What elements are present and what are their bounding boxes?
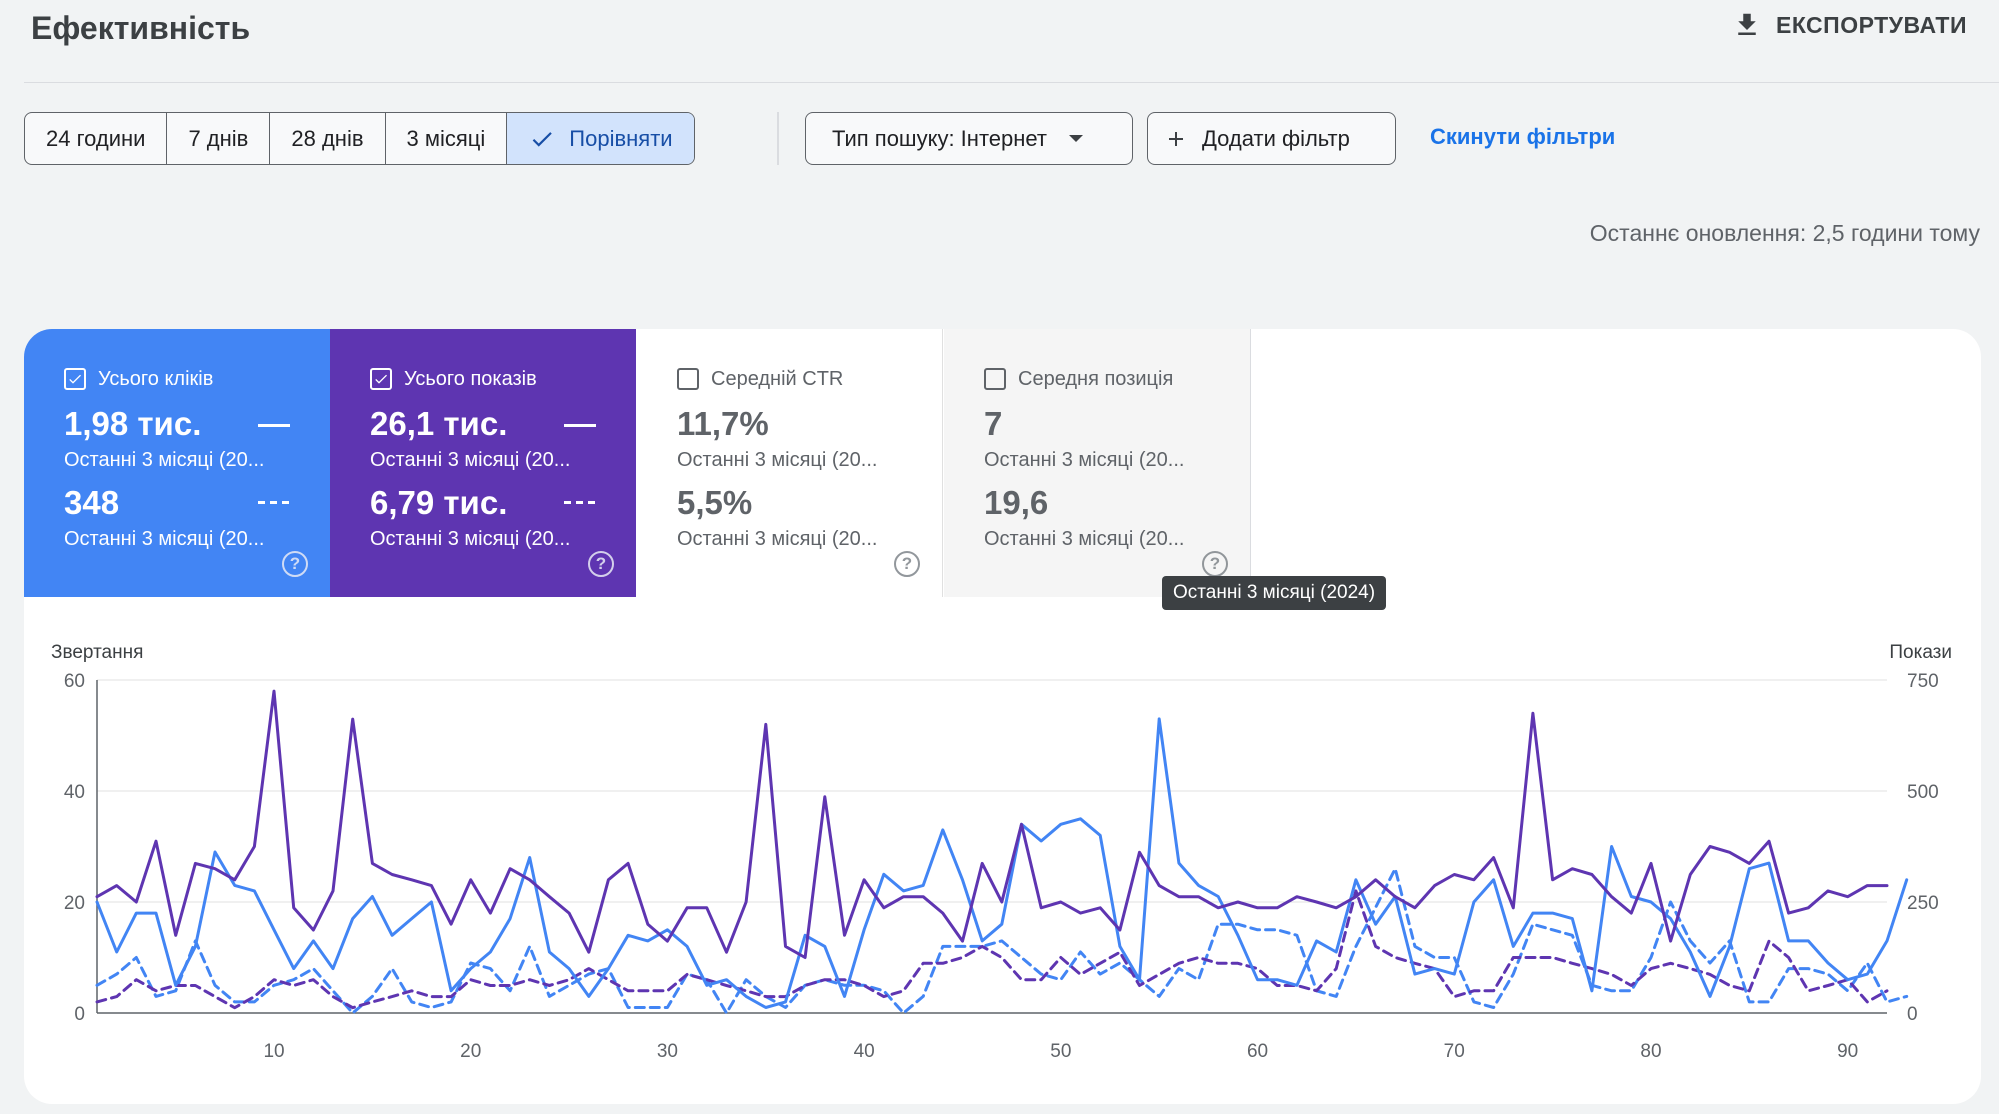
metric-period: Останні 3 місяці (20... xyxy=(64,449,265,471)
export-label: ЕКСПОРТУВАТИ xyxy=(1775,11,1967,38)
metric-label: Усього кліків xyxy=(98,367,214,390)
metric-tile-position[interactable]: Середня позиція 7 Останні 3 місяці (20..… xyxy=(944,329,1251,597)
page-title: Ефективність xyxy=(31,10,251,46)
help-icon[interactable]: ? xyxy=(588,551,614,577)
metric-value: 1,98 тис. xyxy=(64,405,202,442)
range-label: 7 днів xyxy=(188,125,249,151)
search-type-label: Тип пошуку: Інтернет xyxy=(832,125,1047,151)
range-24-hours[interactable]: 24 години xyxy=(25,113,168,164)
metric-label: Середня позиція xyxy=(1018,367,1174,390)
export-button[interactable]: ЕКСПОРТУВАТИ xyxy=(1732,10,1967,40)
range-label: 3 місяці xyxy=(406,125,486,151)
metric-tile-ctr[interactable]: Середній CTR 11,7% Останні 3 місяці (20.… xyxy=(637,329,943,597)
legend-dashed-line-icon xyxy=(564,501,596,504)
range-7-days[interactable]: 7 днів xyxy=(167,113,271,164)
download-icon xyxy=(1738,13,1756,35)
checkbox-checked-icon[interactable] xyxy=(64,368,86,390)
period-tooltip: Останні 3 місяці (2024) xyxy=(1162,576,1387,610)
metric-period-previous: Останні 3 місяці (20... xyxy=(984,528,1185,550)
range-3-months[interactable]: 3 місяці xyxy=(386,113,508,164)
legend-solid-line-icon xyxy=(258,424,290,427)
range-label: 28 днів xyxy=(291,125,364,151)
search-type-dropdown[interactable]: Тип пошуку: Інтернет xyxy=(805,112,1133,165)
metric-period-previous: Останні 3 місяці (20... xyxy=(370,528,571,550)
check-icon xyxy=(532,131,553,147)
metric-period-previous: Останні 3 місяці (20... xyxy=(64,528,265,550)
performance-card: Усього кліків 1,98 тис. Останні 3 місяці… xyxy=(24,329,1981,1104)
legend-dashed-line-icon xyxy=(258,501,290,504)
metric-label: Середній CTR xyxy=(711,367,844,390)
range-28-days[interactable]: 28 днів xyxy=(270,113,386,164)
metric-value: 26,1 тис. xyxy=(370,405,508,442)
add-filter-button[interactable]: Додати фільтр xyxy=(1147,112,1396,165)
metric-period: Останні 3 місяці (20... xyxy=(370,449,571,471)
last-update-text: Останнє оновлення: 2,5 години тому xyxy=(1589,220,1980,246)
plus-icon xyxy=(1169,131,1183,146)
checkbox-unchecked-icon[interactable] xyxy=(677,368,699,390)
range-label: Порівняти xyxy=(569,125,673,151)
metric-tile-impressions[interactable]: Усього показів 26,1 тис. Останні 3 місяц… xyxy=(330,329,636,597)
checkbox-unchecked-icon[interactable] xyxy=(984,368,1006,390)
metric-tile-clicks[interactable]: Усього кліків 1,98 тис. Останні 3 місяці… xyxy=(24,329,330,597)
help-icon[interactable]: ? xyxy=(1202,551,1228,577)
help-icon[interactable]: ? xyxy=(894,551,920,577)
metric-period: Останні 3 місяці (20... xyxy=(984,449,1185,471)
reset-filters-link[interactable]: Скинути фільтри xyxy=(1430,124,1616,149)
add-filter-label: Додати фільтр xyxy=(1202,125,1350,151)
help-icon[interactable]: ? xyxy=(282,551,308,577)
metric-label: Усього показів xyxy=(404,367,537,390)
metric-value-previous: 5,5% xyxy=(677,484,753,521)
metric-value-previous: 6,79 тис. xyxy=(370,484,508,521)
range-label: 24 години xyxy=(46,125,146,151)
metric-value-previous: 19,6 xyxy=(984,484,1049,521)
range-compare[interactable]: Порівняти xyxy=(507,113,694,164)
caret-down-icon xyxy=(1068,135,1083,142)
toolbar-separator xyxy=(777,112,779,165)
metric-value: 11,7% xyxy=(677,405,769,442)
header-divider xyxy=(24,82,1999,83)
legend-solid-line-icon xyxy=(564,424,596,427)
metric-value-previous: 348 xyxy=(64,484,120,521)
date-range-group: 24 години 7 днів 28 днів 3 місяці Порівн… xyxy=(24,112,695,165)
metric-period-previous: Останні 3 місяці (20... xyxy=(677,528,878,550)
metric-period: Останні 3 місяці (20... xyxy=(677,449,878,471)
metric-value: 7 xyxy=(984,405,1003,442)
checkbox-checked-icon[interactable] xyxy=(370,368,392,390)
